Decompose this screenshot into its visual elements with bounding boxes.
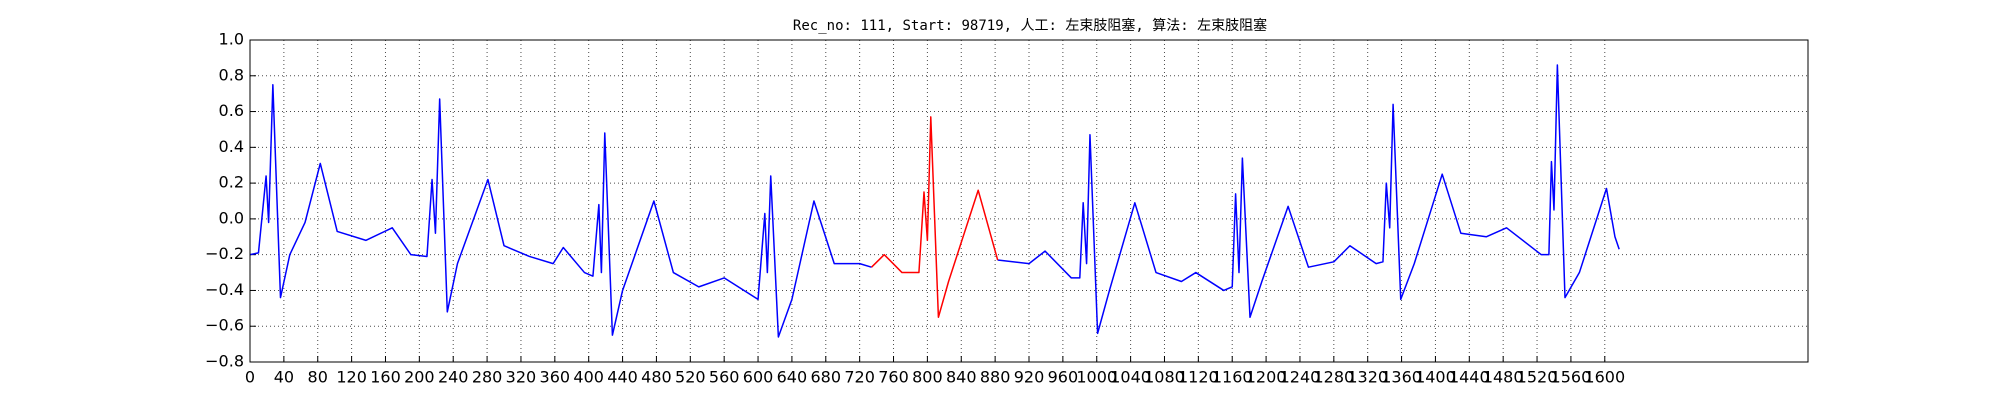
x-tick-label: 960 [1048,368,1079,387]
x-tick-label: 1520 [1517,368,1558,387]
x-tick-label: 1280 [1313,368,1354,387]
x-tick-label: 120 [336,368,367,387]
x-tick-label: 1440 [1449,368,1490,387]
x-tick-label: 160 [370,368,401,387]
x-tick-label: 360 [540,368,571,387]
y-tick-label: −0.2 [205,244,244,263]
x-tick-label: 1600 [1584,368,1625,387]
x-tick-label: 1240 [1280,368,1321,387]
y-tick-label: 0.2 [219,173,244,192]
ecg-line [870,116,999,319]
x-tick-label: 40 [274,368,294,387]
x-tick-label: 200 [404,368,435,387]
x-tick-label: 280 [472,368,503,387]
x-tick-label: 520 [675,368,706,387]
x-tick-label: 640 [777,368,808,387]
x-tick-label: 920 [1014,368,1045,387]
plot-frame [249,39,1809,363]
x-tick-label: 1160 [1212,368,1253,387]
ecg-line [249,64,1620,338]
x-tick-label: 1320 [1347,368,1388,387]
x-tick-label: 680 [811,368,842,387]
x-tick-label: 1080 [1144,368,1185,387]
x-tick-label: 1480 [1483,368,1524,387]
x-tick-label: 600 [743,368,774,387]
x-tick-label: 240 [438,368,469,387]
y-tick-label: 0.6 [219,101,244,120]
x-tick-label: 1400 [1415,368,1456,387]
x-tick-label: 560 [709,368,740,387]
x-tick-label: 1120 [1178,368,1219,387]
y-tick-label: −0.4 [205,280,244,299]
x-tick-label: 840 [946,368,977,387]
x-tick-label: 1360 [1381,368,1422,387]
y-tick-label: 0.4 [219,137,244,156]
x-tick-label: 1560 [1551,368,1592,387]
x-tick-label: 880 [980,368,1011,387]
x-tick-label: 720 [844,368,875,387]
x-tick-label: 800 [912,368,943,387]
x-tick-label: 1000 [1076,368,1117,387]
y-tick-label: 1.0 [219,30,244,49]
x-tick-label: 440 [607,368,638,387]
y-tick-label: −0.8 [205,352,244,371]
x-tick-label: 760 [878,368,909,387]
x-tick-label: 1040 [1110,368,1151,387]
y-tick-label: 0.0 [219,208,244,227]
x-tick-label: 320 [506,368,537,387]
x-tick-label: 400 [573,368,604,387]
x-tick-label: 0 [245,368,255,387]
chart-title: Rec_no: 111, Start: 98719, 人工: 左束肢阻塞, 算法… [793,17,1267,34]
y-tick-label: 0.8 [219,65,244,84]
x-tick-label: 80 [308,368,328,387]
x-tick-label: 480 [641,368,672,387]
y-tick-label: −0.6 [205,316,244,335]
x-tick-label: 1200 [1246,368,1287,387]
